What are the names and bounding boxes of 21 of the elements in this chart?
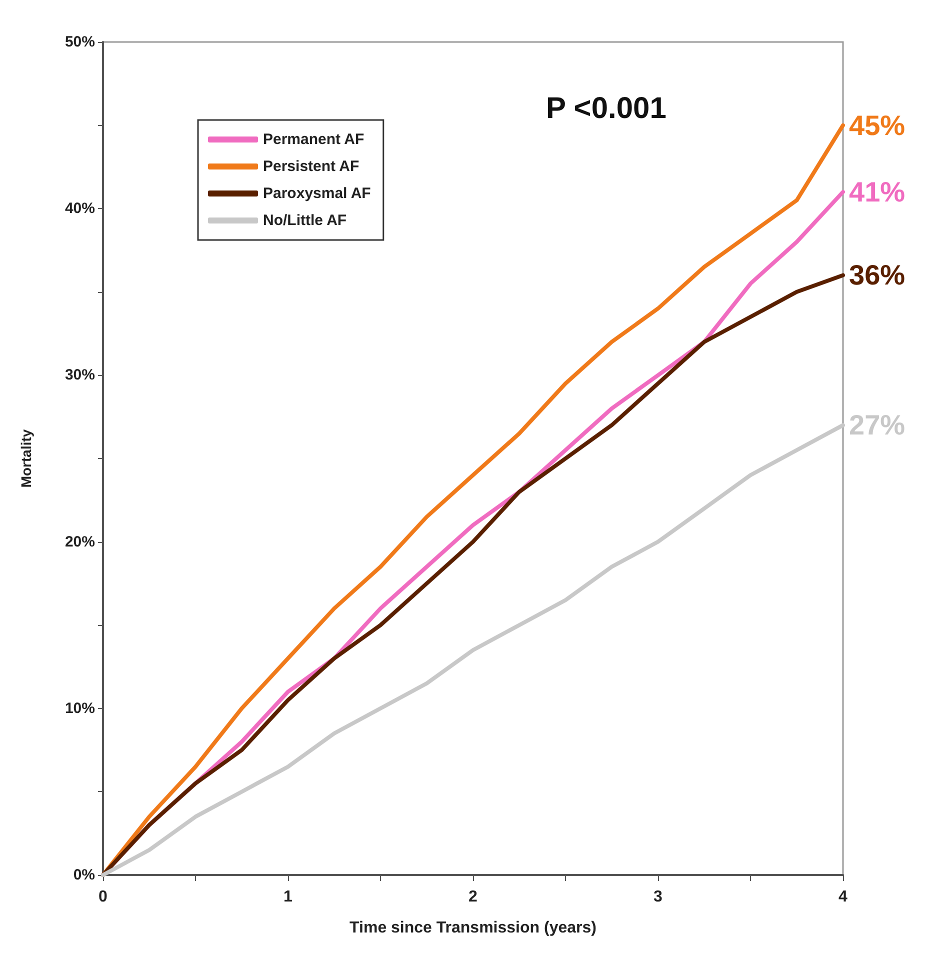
y-tick-label: 30% [64, 366, 95, 384]
legend-label: No/Little AF [263, 212, 347, 229]
y-tick-label: 40% [64, 200, 95, 218]
data-label: 36% [849, 260, 906, 291]
legend-label: Persistent AF [263, 158, 360, 175]
legend-label: Paroxysmal AF [263, 185, 371, 202]
y-axis-title: Mortality [18, 429, 34, 488]
x-tick-label: 1 [284, 888, 293, 906]
x-tick-label: 2 [468, 888, 478, 906]
y-tick-label: 20% [64, 533, 95, 550]
legend-label: Permanent AF [263, 131, 364, 148]
y-tick-label: 10% [64, 700, 95, 717]
y-tick-label: 0% [73, 866, 95, 884]
data-label: 41% [849, 176, 906, 208]
annotation: P <0.001 [546, 92, 666, 126]
y-tick-label: 50% [64, 34, 95, 50]
data-label: 45% [849, 110, 906, 141]
x-tick-label: 0 [98, 888, 108, 906]
x-tick-label: 3 [654, 888, 663, 906]
x-axis-title: Time since Transmission (years) [350, 920, 596, 936]
x-tick-label: 4 [838, 888, 848, 906]
